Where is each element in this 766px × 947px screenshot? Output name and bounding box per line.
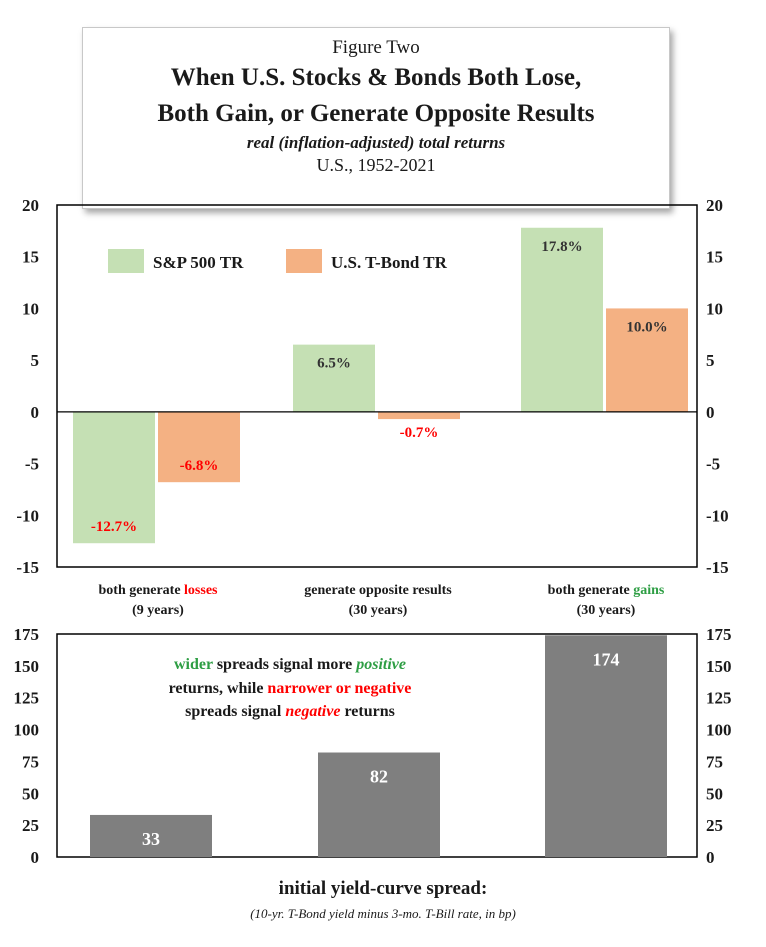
category-years-3: (30 years)	[577, 603, 636, 618]
spread-ytick-right: 25	[706, 816, 723, 835]
tbond-bar-1	[158, 411, 240, 483]
spread-label-3: 174	[593, 649, 620, 669]
spread-note-line-2: returns, while narrower or negative	[169, 680, 412, 697]
spread-note-segment: spreads signal more	[213, 656, 356, 673]
returns-ytick-left: 20	[22, 196, 39, 215]
category-years-1: (9 years)	[132, 603, 184, 618]
legend-label-sp500: S&P 500 TR	[153, 253, 244, 272]
spread-ytick-left: 175	[14, 625, 40, 644]
category-label-2: generate opposite results	[304, 583, 452, 598]
chart-title-line2: Both Gain, or Generate Opposite Results	[157, 100, 595, 127]
spread-note-segment: wider	[174, 656, 213, 673]
tbond-label-2: -0.7%	[400, 425, 439, 441]
spread-note-line-3: spreads signal negative returns	[185, 703, 395, 720]
returns-ytick-left: 0	[31, 403, 40, 422]
spread-bar-3	[545, 635, 667, 857]
returns-ytick-right: 0	[706, 403, 715, 422]
spread-ytick-left: 100	[14, 721, 40, 740]
sp500-bar-3	[521, 227, 603, 412]
spread-ytick-right: 100	[706, 721, 732, 740]
spread-note-segment: returns, while	[169, 680, 268, 697]
tbond-bar-2	[378, 411, 460, 420]
spread-bar-2	[318, 752, 440, 857]
spread-ytick-left: 150	[14, 657, 40, 676]
category-label-highlight: gains	[633, 583, 665, 598]
spread-ytick-right: 150	[706, 657, 732, 676]
returns-plot-frame	[56, 204, 698, 568]
sp500-label-3: 17.8%	[541, 239, 582, 255]
category-label-text: both generate	[99, 583, 185, 598]
spread-ytick-left: 75	[22, 752, 39, 771]
returns-ytick-left: -10	[16, 506, 39, 525]
returns-ytick-left: -5	[25, 455, 39, 474]
returns-ytick-right: -10	[706, 506, 729, 525]
category-label-text: generate opposite results	[304, 583, 452, 598]
legend-swatch-tbond	[286, 249, 322, 273]
spread-ytick-left: 25	[22, 816, 39, 835]
tbond-label-3: 10.0%	[626, 319, 667, 335]
spread-ytick-right: 0	[706, 848, 715, 867]
returns-ytick-right: 5	[706, 351, 715, 370]
spread-note-segment: positive	[354, 656, 406, 673]
spread-note-segment: returns	[340, 703, 394, 720]
spread-ytick-right: 175	[706, 625, 732, 644]
sp500-label-1: -12.7%	[91, 519, 137, 535]
returns-ytick-left: 15	[22, 248, 39, 267]
category-label-text: both generate	[548, 583, 634, 598]
spread-ytick-left: 0	[31, 848, 40, 867]
returns-ytick-left: -15	[16, 558, 39, 577]
category-label-1: both generate losses	[99, 583, 219, 598]
sp500-bar-1	[73, 411, 155, 544]
spread-ytick-right: 75	[706, 752, 723, 771]
chart-period: U.S., 1952-2021	[316, 155, 436, 175]
returns-ytick-left: 5	[31, 351, 40, 370]
tbond-label-1: -6.8%	[180, 458, 219, 474]
chart-title-line1: When U.S. Stocks & Bonds Both Lose,	[170, 64, 582, 91]
spread-note-line-1: wider spreads signal more positive	[174, 656, 406, 673]
spread-note-segment: negative	[285, 703, 340, 720]
returns-ytick-right: 10	[706, 299, 723, 318]
spread-axis-title: initial yield-curve spread:	[278, 878, 488, 899]
spread-axis-subtitle: (10-yr. T-Bond yield minus 3-mo. T-Bill …	[250, 906, 516, 921]
spread-ytick-right: 50	[706, 784, 723, 803]
returns-ytick-right: 15	[706, 248, 723, 267]
title-box: Figure Two When U.S. Stocks & Bonds Both…	[82, 27, 670, 209]
spread-label-1: 33	[142, 829, 160, 849]
returns-ytick-right: -5	[706, 455, 720, 474]
spread-ytick-right: 125	[706, 689, 732, 708]
category-years-2: (30 years)	[349, 603, 408, 618]
spread-ytick-left: 125	[14, 689, 40, 708]
sp500-bar-2	[293, 344, 375, 412]
spread-label-2: 82	[370, 767, 388, 787]
spread-note-segment: narrower or negative	[267, 680, 411, 697]
returns-ytick-left: 10	[22, 299, 39, 318]
spread-note-segment: spreads signal	[185, 703, 285, 720]
category-label-3: both generate gains	[548, 583, 665, 598]
spread-bar-1	[90, 814, 212, 857]
category-label-highlight: losses	[184, 583, 218, 598]
returns-ytick-right: -15	[706, 558, 729, 577]
sp500-label-2: 6.5%	[317, 356, 351, 372]
figure-label: Figure Two	[332, 37, 420, 58]
chart-subtitle: real (inflation-adjusted) total returns	[246, 133, 506, 152]
legend-swatch-sp500	[108, 249, 144, 273]
returns-ytick-right: 20	[706, 196, 723, 215]
tbond-bar-3	[606, 308, 688, 412]
spread-ytick-left: 50	[22, 784, 39, 803]
legend-label-tbond: U.S. T-Bond TR	[331, 253, 448, 272]
